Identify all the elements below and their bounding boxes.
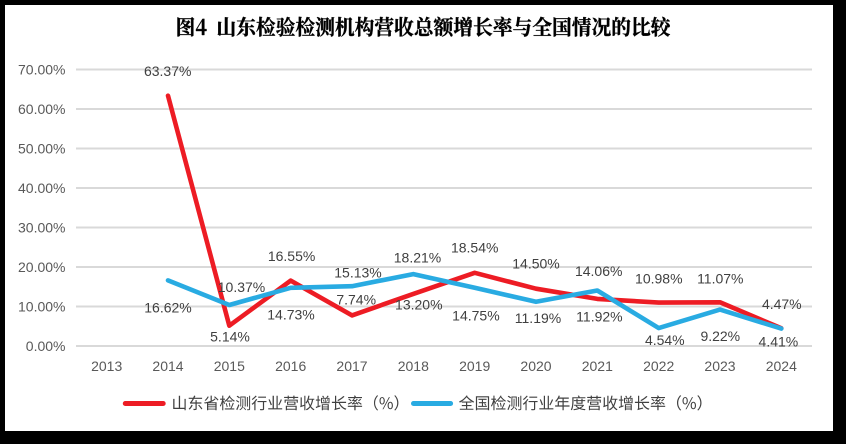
svg-text:14.75%: 14.75% xyxy=(452,308,499,324)
svg-text:5.14%: 5.14% xyxy=(210,329,250,345)
svg-text:60.00%: 60.00% xyxy=(18,101,65,117)
svg-text:9.22%: 9.22% xyxy=(700,328,740,344)
svg-text:2014: 2014 xyxy=(152,358,183,374)
svg-text:15.13%: 15.13% xyxy=(334,264,381,280)
svg-text:30.00%: 30.00% xyxy=(18,220,65,236)
svg-text:7.74%: 7.74% xyxy=(336,292,376,308)
svg-text:11.92%: 11.92% xyxy=(576,308,622,324)
svg-text:10.37%: 10.37% xyxy=(218,279,265,295)
svg-text:2017: 2017 xyxy=(336,358,367,374)
svg-text:2024: 2024 xyxy=(766,358,797,374)
svg-text:11.07%: 11.07% xyxy=(697,271,743,287)
svg-text:4.41%: 4.41% xyxy=(759,333,799,349)
svg-text:10.98%: 10.98% xyxy=(635,271,682,287)
svg-text:10.00%: 10.00% xyxy=(18,299,65,315)
svg-text:2016: 2016 xyxy=(275,358,306,374)
svg-text:2015: 2015 xyxy=(214,358,245,374)
svg-text:14.73%: 14.73% xyxy=(267,307,314,323)
svg-text:2013: 2013 xyxy=(91,358,122,374)
svg-text:14.50%: 14.50% xyxy=(512,256,559,272)
svg-text:2021: 2021 xyxy=(582,358,613,374)
svg-text:20.00%: 20.00% xyxy=(18,259,65,275)
svg-text:40.00%: 40.00% xyxy=(18,180,65,196)
svg-text:70.00%: 70.00% xyxy=(18,62,65,78)
svg-text:13.20%: 13.20% xyxy=(395,297,442,313)
svg-text:2019: 2019 xyxy=(459,358,490,374)
svg-text:2018: 2018 xyxy=(398,358,429,374)
svg-text:4.47%: 4.47% xyxy=(762,296,802,312)
svg-text:2020: 2020 xyxy=(520,358,551,374)
svg-text:18.54%: 18.54% xyxy=(451,240,498,256)
svg-text:63.37%: 63.37% xyxy=(144,63,191,79)
svg-text:16.55%: 16.55% xyxy=(268,248,315,264)
svg-text:14.06%: 14.06% xyxy=(575,263,622,279)
svg-text:0.00%: 0.00% xyxy=(26,338,66,354)
svg-text:2023: 2023 xyxy=(704,358,735,374)
svg-text:2022: 2022 xyxy=(643,358,674,374)
svg-text:16.62%: 16.62% xyxy=(144,300,191,316)
svg-text:50.00%: 50.00% xyxy=(18,141,65,157)
svg-text:18.21%: 18.21% xyxy=(394,250,441,266)
svg-text:11.19%: 11.19% xyxy=(515,310,561,326)
svg-text:4.54%: 4.54% xyxy=(645,332,685,348)
